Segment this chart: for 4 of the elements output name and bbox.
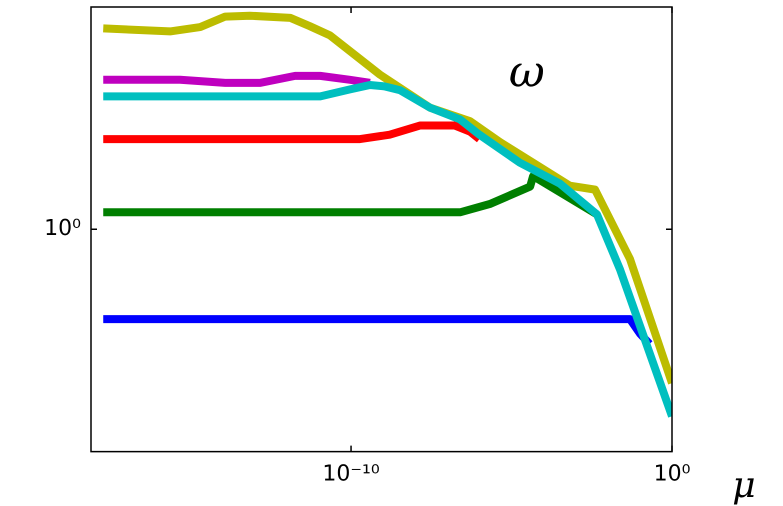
x-axis-title: μ	[732, 464, 756, 506]
text: 10⁰	[44, 216, 82, 242]
annotation: ω	[508, 46, 545, 98]
x-tick-label: 10⁻¹⁰	[322, 462, 380, 487]
